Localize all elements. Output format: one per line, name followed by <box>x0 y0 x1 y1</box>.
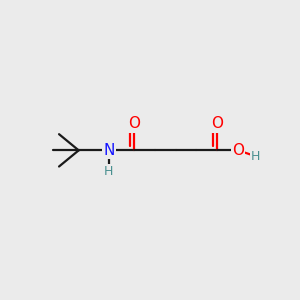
Text: H: H <box>104 165 113 178</box>
Text: O: O <box>211 116 223 131</box>
Text: O: O <box>232 143 244 158</box>
Text: N: N <box>103 143 114 158</box>
Text: H: H <box>251 150 260 163</box>
Text: O: O <box>128 116 140 131</box>
